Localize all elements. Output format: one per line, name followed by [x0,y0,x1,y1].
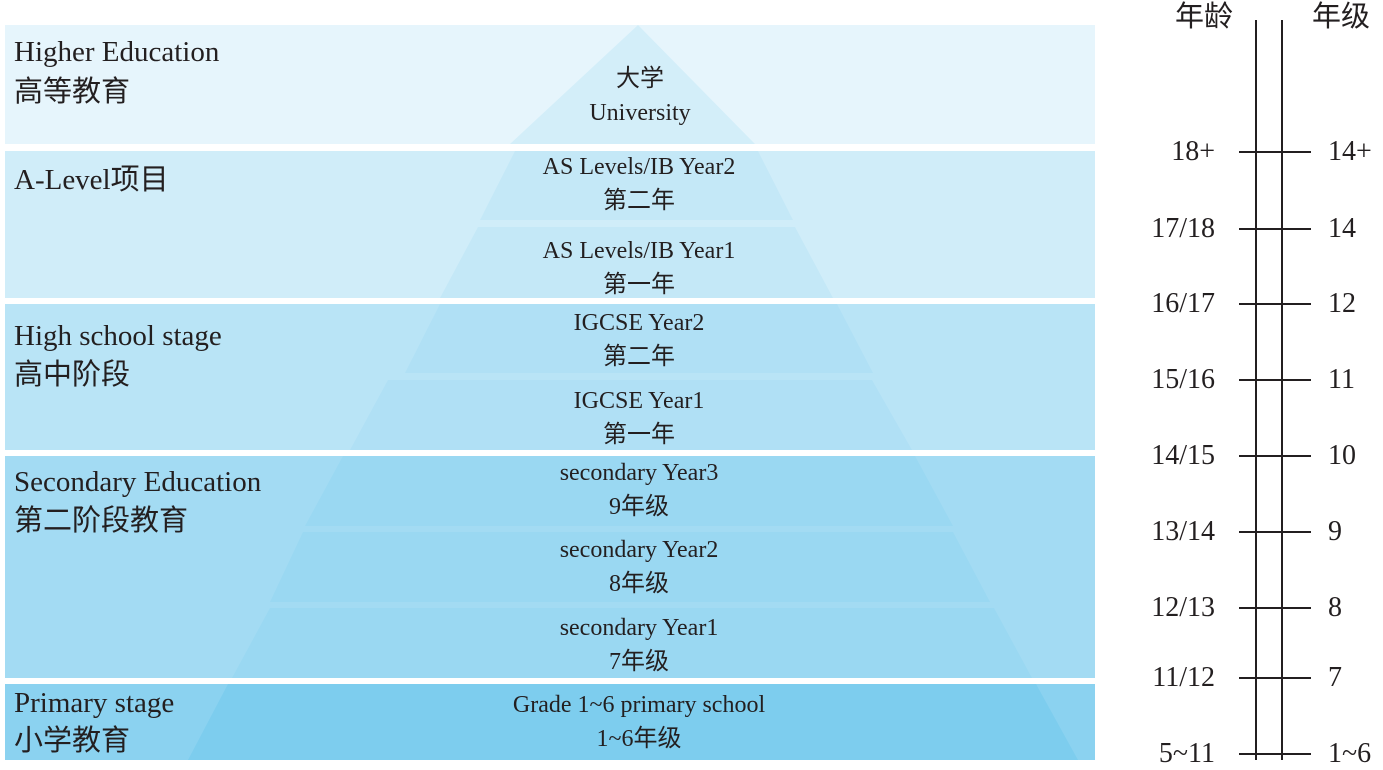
layer-text-igcse-year2: IGCSE Year2 第二年 [480,306,798,374]
stage-label-en: Primary stage [14,687,175,719]
layer-line1: AS Levels/IB Year2 [542,154,736,180]
layer-line1: IGCSE Year2 [573,310,705,336]
stage-label-zh: 第二阶段教育 [14,505,189,537]
age-tick-label: 11/12 [1152,662,1215,693]
axis-line-left [1255,20,1257,760]
layer-line2: 8年级 [609,571,669,597]
age-tick-label: 14/15 [1151,440,1215,471]
grade-tick-label: 9 [1328,516,1342,547]
grade-tick-label: 10 [1328,440,1356,471]
layer-text-secondary-year3: secondary Year3 9年级 [480,456,798,524]
layer-line1: secondary Year3 [559,460,719,486]
layer-line1: 大学 [616,66,664,92]
layer-line1: AS Levels/IB Year1 [542,238,736,264]
age-tick-label: 12/13 [1151,592,1215,623]
layer-line2: 第一年 [603,272,675,298]
age-tick-label: 15/16 [1151,364,1215,395]
layer-line1: IGCSE Year1 [573,388,705,414]
axis-tick-mark [1239,677,1311,679]
layer-line2: 9年级 [609,494,669,520]
axis-tick-mark [1239,531,1311,533]
grade-tick-label: 12 [1328,288,1356,319]
stage-label-en: A-Level项目 [14,164,169,196]
axis-tick-mark [1239,228,1311,230]
stage-label-zh: 小学教育 [14,725,131,757]
stage-label-en: Higher Education [14,36,220,68]
layer-text-as-level-year2: AS Levels/IB Year2 第二年 [480,150,798,218]
layer-line2: University [589,100,691,126]
layer-text-as-level-year1: AS Levels/IB Year1 第一年 [480,234,798,302]
stage-label-en: Secondary Education [14,466,262,498]
layer-text-primary: Grade 1~6 primary school 1~6年级 [440,688,838,756]
layer-line2: 第二年 [603,188,675,214]
layer-line2: 第一年 [603,422,675,448]
age-tick-label: 17/18 [1151,213,1215,244]
axis-tick-mark [1239,303,1311,305]
layer-line2: 7年级 [609,649,669,675]
stage-label-zh: 高中阶段 [14,359,131,391]
layer-line1: Grade 1~6 primary school [512,692,766,718]
layer-line2: 1~6年级 [596,726,682,752]
axis-line-right [1281,20,1283,760]
layer-line2: 第二年 [603,344,675,370]
pyramid-layer-igcse-year2 [405,304,873,373]
axis-tick-mark [1239,455,1311,457]
layer-line1: secondary Year2 [559,537,719,563]
grade-tick-label: 14 [1328,213,1356,244]
pyramid-layer-secondary-year2 [270,532,990,602]
grade-tick-label: 7 [1328,662,1342,693]
age-axis-title: 年龄 [1175,1,1234,33]
pyramid-layer-primary [188,684,1078,760]
grade-axis-title: 年级 [1312,1,1371,33]
grade-tick-label: 8 [1328,592,1342,623]
pyramid-layer-as-level-year1 [440,227,833,298]
layer-text-secondary-year2: secondary Year2 8年级 [480,533,798,601]
layer-line1: secondary Year1 [559,615,719,641]
age-tick-label: 5~11 [1158,738,1215,769]
axis-tick-mark [1239,607,1311,609]
pyramid-layer-secondary-year1 [232,608,1032,678]
age-tick-label: 18+ [1171,136,1215,167]
axis-tick-mark [1239,379,1311,381]
grade-tick-label: 11 [1328,364,1355,395]
pyramid-layer-secondary-year3 [305,456,953,526]
axis-tick-mark [1239,753,1311,755]
layer-text-secondary-year1: secondary Year1 7年级 [480,611,798,679]
layer-text-university: 大学 University [520,62,760,130]
grade-tick-label: 1~6 [1328,738,1372,769]
layer-text-igcse-year1: IGCSE Year1 第一年 [480,384,798,452]
grade-tick-label: 14+ [1328,136,1372,167]
age-tick-label: 16/17 [1151,288,1215,319]
axis-tick-mark [1239,151,1311,153]
age-tick-label: 13/14 [1151,516,1215,547]
stage-label-zh: 高等教育 [14,76,131,108]
pyramid-layer-igcse-year1 [350,380,912,450]
stage-label-en: High school stage [14,320,222,352]
pyramid-layer-as-level-year2 [480,151,793,220]
